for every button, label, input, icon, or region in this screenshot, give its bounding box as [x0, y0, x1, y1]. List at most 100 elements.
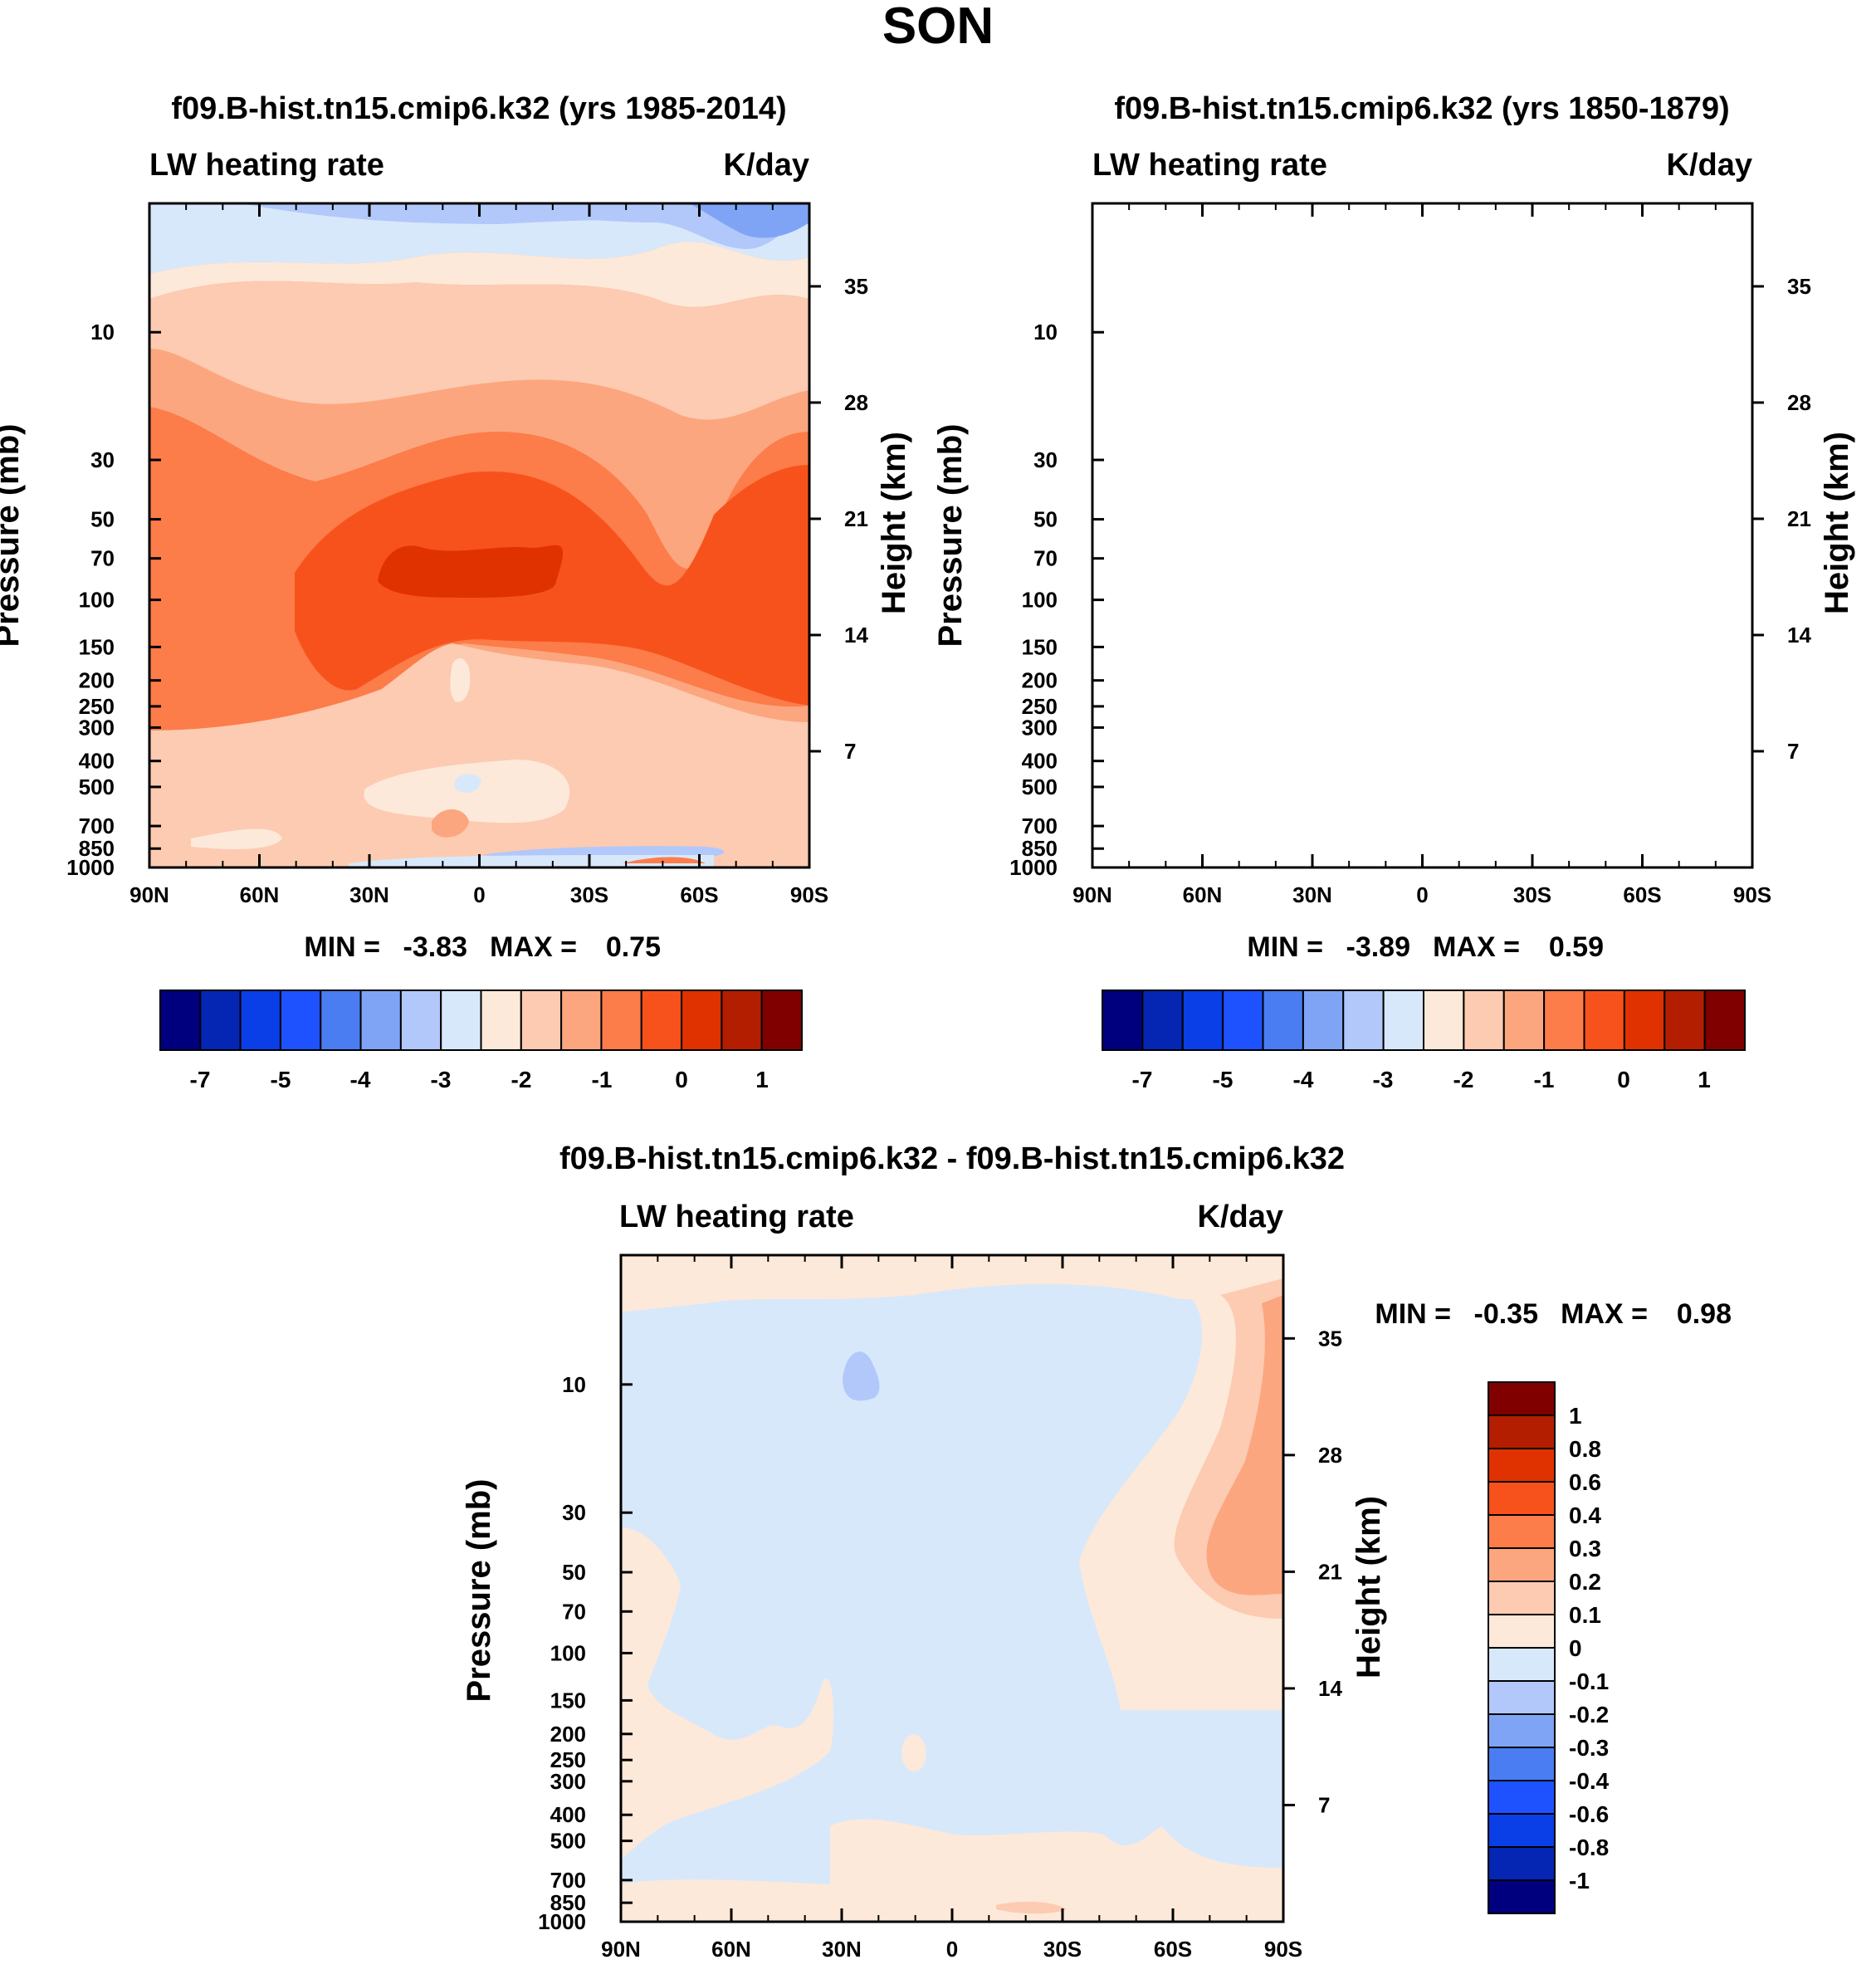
colorbar-swatch: [1502, 990, 1546, 1051]
colorbar-swatch: [1423, 990, 1465, 1051]
contour-band-upper-blue-2: [1408, 203, 1752, 249]
colorbar-label: 0.6: [1569, 1469, 1601, 1495]
colorbar-swatch: [1463, 990, 1505, 1051]
y2-tick-label: 35: [844, 274, 868, 299]
variable-label: LW heating rate: [149, 148, 384, 183]
y2-tick-label: 28: [1787, 390, 1811, 415]
colorbar-swatch: [320, 990, 362, 1051]
colorbar-swatch: [1488, 1780, 1556, 1815]
colorbar-label: -2: [511, 1067, 532, 1092]
colorbar-swatch: [1222, 990, 1264, 1051]
colorbar-swatch: [1488, 1846, 1556, 1881]
x-tick-label: 90N: [129, 882, 169, 907]
min-value: -3.89: [1346, 931, 1411, 963]
y-tick-label: 1000: [66, 855, 115, 880]
y-tick-label: 850: [1022, 836, 1058, 861]
y-tick-label: 50: [90, 507, 115, 532]
contour-band-small-blue: [455, 774, 481, 794]
contour-band-top-blue: [689, 203, 809, 238]
colorbar-swatch: [440, 990, 482, 1051]
x-tick-label: 30N: [349, 882, 389, 907]
colorbar-swatch: [1488, 1647, 1556, 1682]
colorbar-label: 1: [1569, 1403, 1582, 1429]
units-label: K/day: [1198, 1200, 1283, 1234]
contour-band-small-peach: [996, 1901, 1067, 1914]
colorbar-swatch: [1302, 990, 1345, 1051]
panel-1850-1879: f09.B-hist.tn15.cmip6.k32 (yrs 1850-1879…: [932, 91, 1855, 1092]
colorbar-swatch: [1488, 1581, 1556, 1615]
colorbar-swatch: [1488, 1481, 1556, 1516]
y-axis-label: Pressure (mb): [0, 424, 26, 647]
x-tick-label: 60N: [711, 1937, 751, 1962]
contour-band-cream: [1092, 242, 1752, 306]
contour-band-tropical-cream: [901, 1734, 926, 1771]
x-tick-label: 60N: [1183, 882, 1223, 907]
y2-tick-label: 14: [844, 623, 868, 647]
colorbar-label: -4: [1293, 1067, 1314, 1092]
y2-axis-label: Height (km): [1351, 1496, 1387, 1678]
colorbar-label: -0.6: [1569, 1801, 1609, 1827]
y-tick-label: 50: [562, 1560, 586, 1585]
y2-tick-label: 7: [1318, 1792, 1330, 1817]
y2-tick-label: 7: [1787, 739, 1799, 764]
y-tick-label: 100: [550, 1640, 586, 1665]
colorbar-swatch: [1342, 990, 1385, 1051]
y-axis-label: Pressure (mb): [932, 424, 969, 647]
colorbar-label: -7: [190, 1067, 211, 1092]
colorbar-label: -1: [1569, 1868, 1590, 1893]
axis-ticks: 90N 60N 30N 0 30S 60S 90S103050701001502002503…: [66, 203, 868, 907]
colorbar-swatch: [1583, 990, 1625, 1051]
colorbar-label: -0.2: [1569, 1702, 1609, 1727]
y2-tick-label: 14: [1318, 1676, 1342, 1701]
colorbar-label: -5: [271, 1067, 291, 1092]
x-tick-label: 30S: [570, 882, 608, 907]
colorbar-swatch: [1488, 1614, 1556, 1649]
colorbar-swatch: [1488, 1747, 1556, 1781]
y2-tick-label: 21: [1787, 506, 1811, 531]
axis-ticks: 90N 60N 30N 0 30S 60S 90S103050701001502002503…: [1009, 203, 1811, 907]
colorbar-label: -0.8: [1569, 1835, 1609, 1860]
panel-1985-2014: f09.B-hist.tn15.cmip6.k32 (yrs 1985-2014…: [0, 91, 912, 1092]
y-tick-label: 500: [79, 774, 115, 799]
colorbar-label: -3: [431, 1067, 452, 1092]
colorbar-swatch: [279, 990, 322, 1051]
x-tick-label: 30S: [1043, 1937, 1082, 1962]
colorbar-swatch: [681, 990, 723, 1051]
contour-band-lower-cream-2: [1134, 828, 1225, 849]
y-tick-label: 30: [562, 1500, 586, 1525]
x-tick-label: 90N: [601, 1937, 641, 1962]
max-value: 0.59: [1549, 931, 1604, 963]
y-tick-label: 10: [1033, 320, 1058, 344]
contour-band-top-blue: [1632, 203, 1752, 238]
y-tick-label: 500: [550, 1829, 586, 1854]
y-tick-label: 150: [79, 634, 115, 659]
y-tick-label: 100: [1022, 588, 1058, 613]
contour-band-peach: [1092, 281, 1752, 428]
colorbar-swatch: [1382, 990, 1424, 1051]
colorbar-label: 0: [1569, 1635, 1582, 1661]
contour-band-surface-blue: [1424, 846, 1668, 859]
min-value: -3.83: [403, 931, 468, 963]
contour-band-peach: [149, 281, 809, 420]
y-tick-label: 30: [1033, 447, 1058, 472]
y-tick-label: 100: [79, 588, 115, 613]
y2-tick-label: 14: [1787, 623, 1811, 647]
colorbar-label: -0.3: [1569, 1735, 1609, 1761]
colorbar-label: -0.4: [1569, 1768, 1610, 1794]
contour-band-cream: [149, 242, 809, 307]
colorbar-label: 1: [1698, 1067, 1711, 1092]
colorbar-labels: 1 0.8 0.6 0.4 0.3 0.2 0.1 0 -0.1 -0.2 -0…: [1569, 1403, 1610, 1893]
colorbar: [1102, 990, 1746, 1051]
contour-band-small-orange: [1375, 809, 1412, 838]
y-tick-label: 700: [550, 1868, 586, 1893]
min-label: MIN =: [1375, 1298, 1451, 1330]
y-tick-label: 250: [550, 1747, 586, 1772]
y-tick-label: 400: [1022, 749, 1058, 774]
colorbar-swatch: [199, 990, 242, 1051]
x-tick-label: 30N: [1292, 882, 1332, 907]
plot-frame: [1091, 202, 1754, 869]
contour-band-surface-light-blue: [1292, 855, 1657, 867]
colorbar-swatch: [1488, 1879, 1556, 1914]
max-value: 0.98: [1677, 1298, 1732, 1330]
